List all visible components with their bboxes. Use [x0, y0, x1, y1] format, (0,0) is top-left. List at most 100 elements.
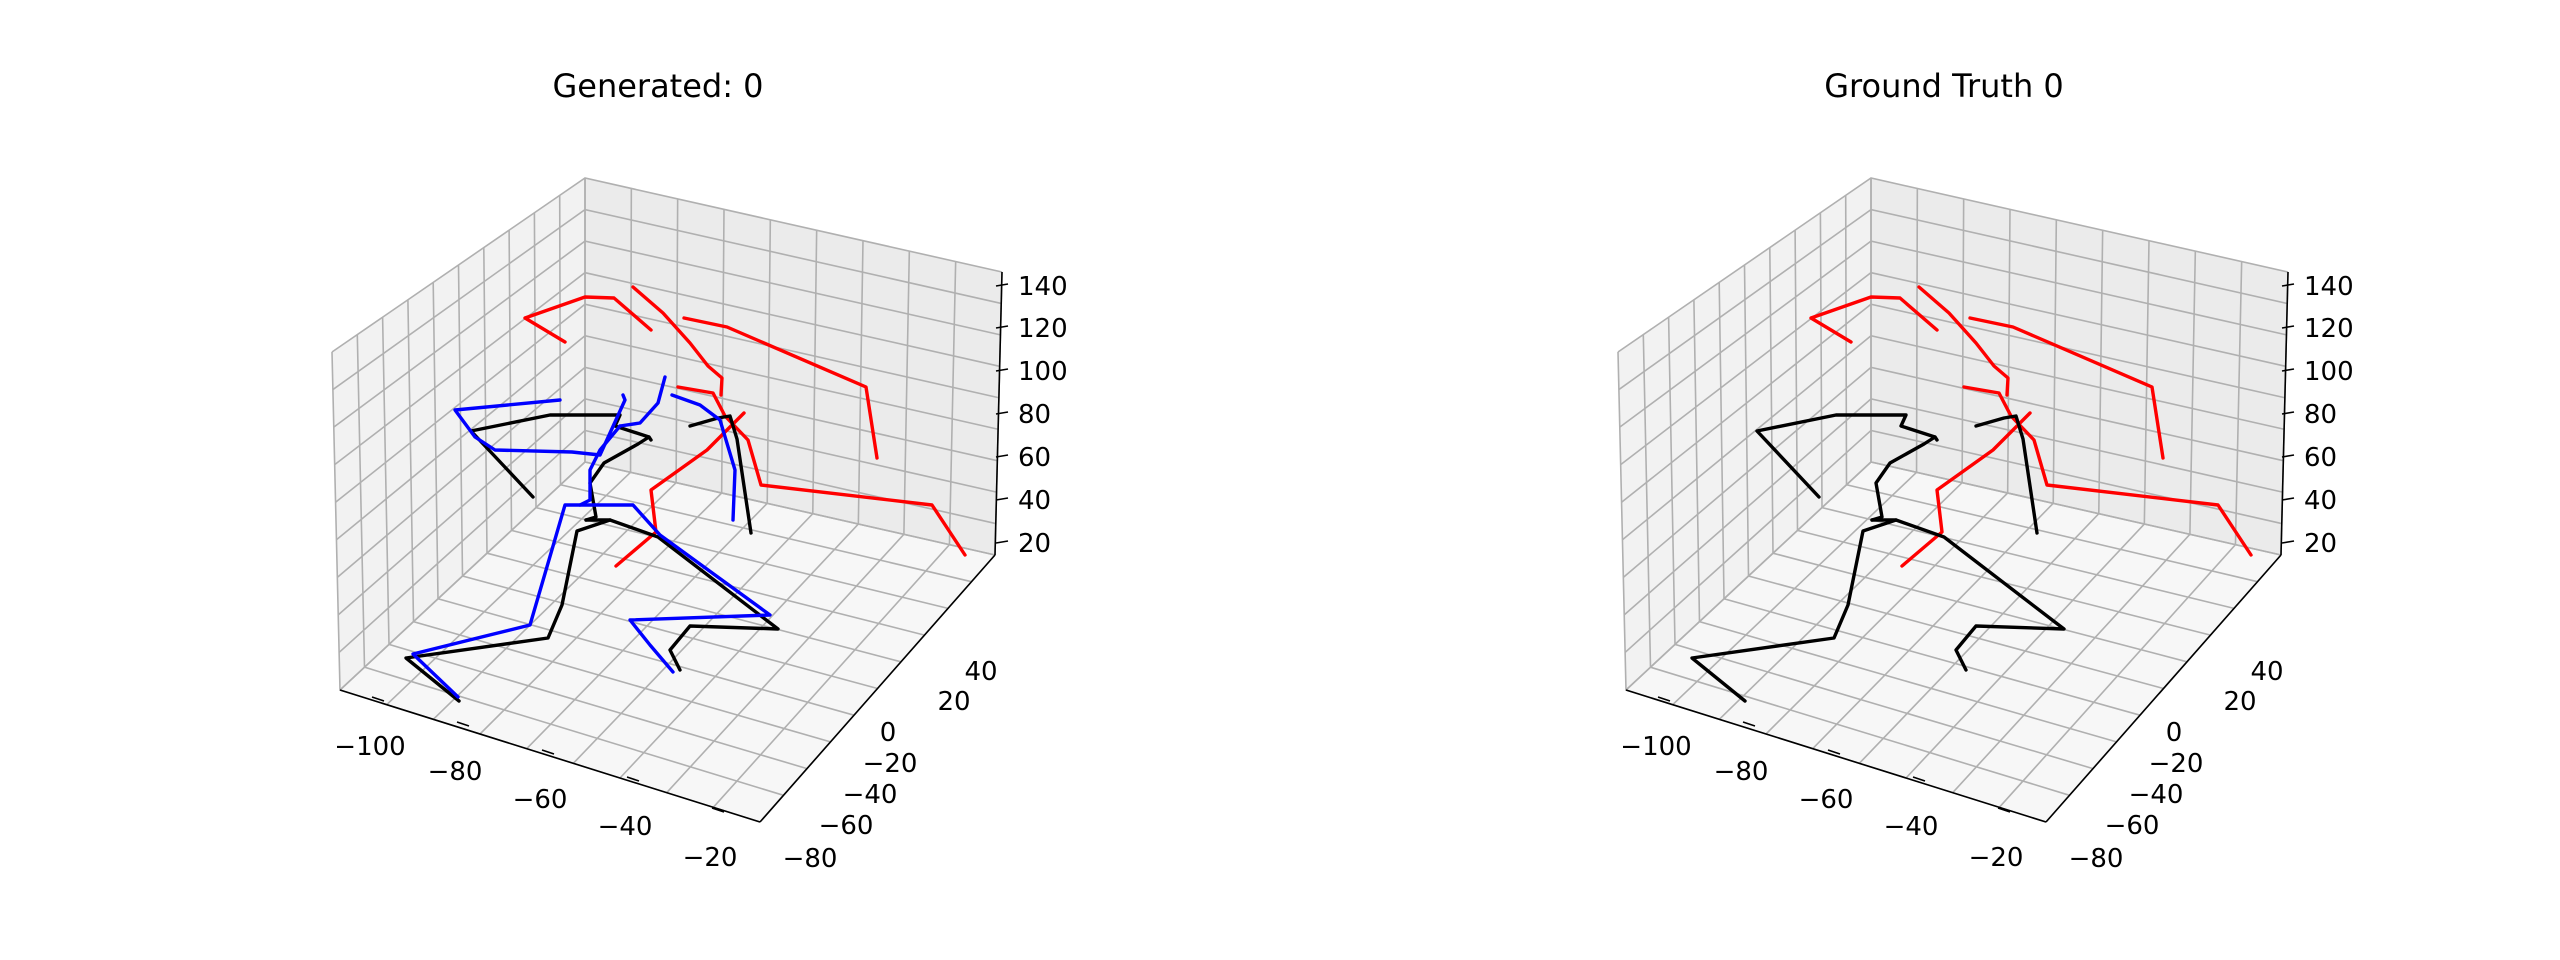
grid-line	[1819, 212, 2235, 610]
z-tick-mark	[2281, 368, 2295, 372]
black-bone-line	[404, 518, 612, 703]
chart-title: Generated: 0	[552, 67, 763, 105]
x-tick-label: −60	[1799, 785, 1854, 815]
grid-line	[584, 178, 996, 556]
grid-line	[356, 334, 784, 797]
z-tick-label: 60	[2304, 443, 2337, 473]
x-tick-mark	[1827, 749, 1841, 755]
red-bone-line	[1900, 411, 2032, 568]
x-tick-label: −60	[513, 785, 568, 815]
z-tick-mark	[2281, 497, 2295, 501]
z-tick-mark	[995, 411, 1009, 415]
red-bone-line	[682, 316, 879, 460]
z-tick-labels: 20 40 60 80 100 120 140	[2281, 272, 2354, 559]
z-tick-mark	[995, 540, 1009, 544]
grid-line	[508, 230, 925, 636]
blue-bone-line	[453, 393, 627, 457]
red-bone-line	[523, 295, 653, 344]
z-tick-mark	[2281, 540, 2295, 544]
z-tick-label: 80	[1018, 400, 1051, 430]
x-tick-label: −80	[428, 757, 483, 787]
y-tick-label: −20	[2149, 749, 2204, 779]
axes-3d	[1617, 177, 2289, 823]
chart-panel-generated: Generated: 0 −100−80−60−40−20 −80−60−40−…	[331, 67, 1068, 874]
z-tick-mark	[2281, 325, 2295, 329]
black-bone-line	[584, 435, 651, 522]
grid-line	[1667, 317, 2094, 770]
blue-bone-line	[670, 393, 737, 522]
z-tick-label: 20	[2304, 529, 2337, 559]
z-tick-label: 100	[1018, 357, 1068, 387]
z-tick-mark	[995, 283, 1009, 287]
red-bone-line	[1917, 285, 2010, 397]
red-bone-line	[614, 411, 746, 568]
x-axis-line	[1625, 689, 2047, 823]
red-bone-line	[631, 285, 724, 397]
z-tick-mark	[995, 454, 1009, 458]
grid-line	[533, 212, 949, 610]
grid-line	[1693, 299, 2117, 743]
grid-line	[1794, 230, 2211, 636]
grid-line	[1844, 195, 2258, 583]
x-tick-label: −100	[1620, 732, 1691, 762]
left-pane	[332, 178, 585, 690]
z-tick-mark	[2281, 283, 2295, 287]
red-bone-line	[676, 385, 967, 557]
y-tick-label: −60	[2105, 811, 2160, 841]
x-tick-mark	[371, 696, 385, 702]
y-axis-line	[759, 554, 996, 823]
z-tick-label: 120	[1018, 314, 1068, 344]
blue-bone-line	[618, 375, 667, 428]
grid-line	[483, 247, 902, 663]
z-tick-label: 40	[1018, 486, 1051, 516]
y-tick-label: 0	[880, 718, 897, 748]
z-tick-mark	[995, 497, 1009, 501]
red-bone-line	[1968, 316, 2165, 460]
chart-title: Ground Truth 0	[1824, 67, 2064, 105]
y-tick-label: 0	[2166, 718, 2183, 748]
x-tick-label: −20	[683, 843, 738, 873]
x-tick-label: −20	[1969, 843, 2024, 873]
z-tick-mark	[2281, 411, 2295, 415]
x-tick-mark	[626, 776, 640, 782]
x-axis-line	[339, 689, 761, 823]
series-lines	[404, 285, 967, 703]
x-tick-mark	[456, 721, 470, 727]
y-tick-label: 20	[937, 687, 970, 717]
grid-line	[1769, 247, 2188, 663]
y-axis-line	[2045, 554, 2282, 823]
x-tick-label: −100	[334, 732, 405, 762]
black-bone-line	[688, 414, 753, 535]
grid-line	[1718, 282, 2141, 716]
z-tick-label: 20	[1018, 529, 1051, 559]
x-tick-labels: −100 −80 −60 −40 −20	[1620, 696, 2024, 873]
grid-line	[1743, 264, 2164, 690]
black-bone-line	[1690, 518, 1898, 703]
y-tick-label: 20	[2223, 687, 2256, 717]
y-tick-label: −20	[863, 749, 918, 779]
x-tick-mark	[1657, 696, 1671, 702]
z-tick-mark	[2281, 454, 2295, 458]
z-tick-mark	[995, 325, 1009, 329]
y-tick-label: −60	[819, 811, 874, 841]
grid-line	[432, 282, 855, 716]
x-tick-mark	[1997, 807, 2011, 813]
y-tick-label: −40	[843, 780, 898, 810]
grid-line	[457, 264, 878, 690]
y-tick-label: 40	[964, 657, 997, 687]
y-tick-label: −80	[783, 844, 838, 874]
blue-bone-line	[411, 503, 597, 699]
y-tick-label: −40	[2129, 780, 2184, 810]
z-tick-labels: 20 40 60 80 100 120 140	[995, 272, 1068, 559]
x-tick-label: −80	[1714, 757, 1769, 787]
x-tick-labels: −100 −80 −60 −40 −20	[334, 696, 738, 873]
black-bone-line	[1974, 414, 2039, 535]
grid-line	[1642, 334, 2070, 797]
x-tick-mark	[1742, 721, 1756, 727]
red-bone-line	[1962, 385, 2253, 557]
chart-panel-ground-truth: Ground Truth 0 −100−80−60−40−20 −80−60−4…	[1617, 67, 2354, 874]
z-tick-label: 120	[2304, 314, 2354, 344]
